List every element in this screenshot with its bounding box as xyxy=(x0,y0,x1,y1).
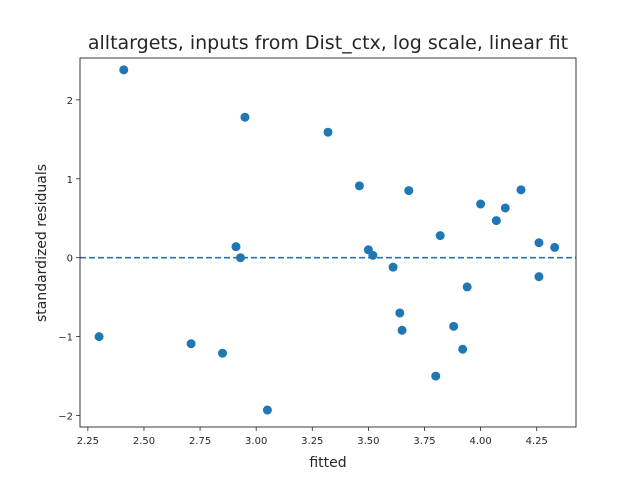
x-tick-label: 2.50 xyxy=(133,436,155,447)
data-point xyxy=(368,250,378,260)
x-tick-label: 3.50 xyxy=(357,436,379,447)
data-point xyxy=(449,321,459,331)
data-point xyxy=(94,332,104,342)
data-point xyxy=(218,348,228,358)
data-point xyxy=(476,199,486,209)
data-point xyxy=(534,272,544,282)
data-point xyxy=(231,242,241,252)
plot-area: 2.25 2.50 2.75 3.00 3.25 3.50 3.75 4.00 4.25 −2 −1… xyxy=(58,57,577,447)
x-tick-label: 3.75 xyxy=(413,436,435,447)
data-point xyxy=(240,112,250,122)
data-point xyxy=(491,216,501,226)
x-tick-label: 2.75 xyxy=(189,436,211,447)
x-tick-label: 4.25 xyxy=(526,436,548,447)
y-tick-label: −2 xyxy=(58,412,73,423)
data-point xyxy=(397,325,407,335)
data-point xyxy=(404,186,414,196)
data-point xyxy=(516,185,526,195)
y-axis-label: standardized residuals xyxy=(34,164,50,322)
plot-frame xyxy=(79,57,577,428)
data-point xyxy=(395,308,405,318)
data-point xyxy=(500,203,510,213)
data-point xyxy=(388,262,398,272)
chart-title: alltargets, inputs from Dist_ctx, log sc… xyxy=(88,32,568,54)
x-tick-label: 3.00 xyxy=(245,436,267,447)
y-tick-label: −1 xyxy=(58,333,73,344)
data-point xyxy=(119,65,129,75)
data-point xyxy=(458,344,468,354)
data-point xyxy=(235,253,245,263)
x-tick-label: 4.00 xyxy=(469,436,491,447)
data-point xyxy=(435,231,445,241)
x-axis-label: fitted xyxy=(309,455,346,471)
data-point xyxy=(431,371,441,381)
x-tick-label: 3.25 xyxy=(301,436,323,447)
data-point xyxy=(550,242,560,252)
y-tick-label: 2 xyxy=(67,96,73,107)
data-point xyxy=(262,405,272,415)
data-point xyxy=(186,339,196,349)
data-point xyxy=(534,238,544,248)
data-point xyxy=(462,282,472,292)
data-point xyxy=(323,127,333,137)
y-tick-label: 0 xyxy=(67,254,73,265)
data-point xyxy=(354,181,364,191)
y-tick-label: 1 xyxy=(67,175,73,186)
x-tick-label: 2.25 xyxy=(77,436,99,447)
